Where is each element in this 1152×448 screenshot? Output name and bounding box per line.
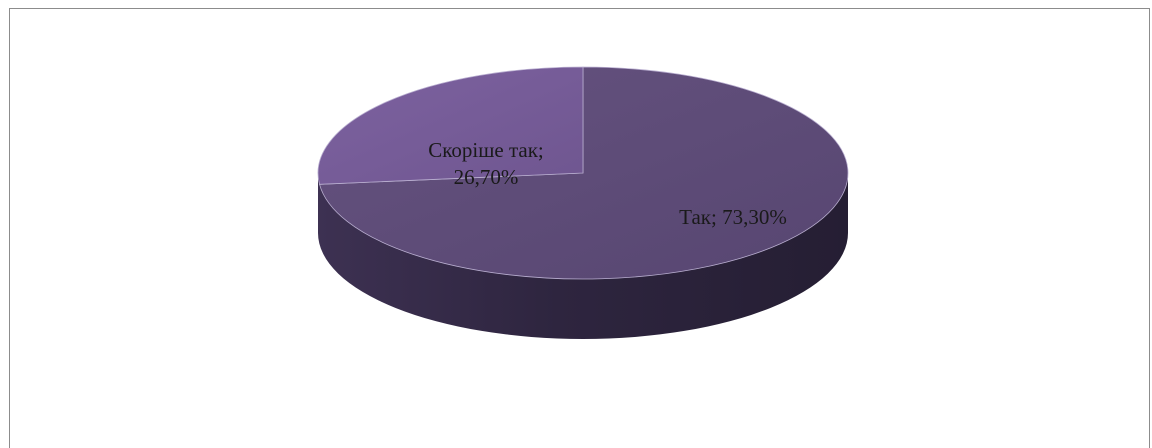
pie-side-wall	[318, 173, 848, 339]
data-label-skorishe-tak-line1: Скоріше так;	[428, 138, 544, 162]
data-label-skorishe-tak-line2: 26,70%	[454, 165, 519, 189]
data-label-tak: Так; 73,30%	[679, 205, 787, 229]
pie-slice-tak	[318, 66, 849, 280]
pie-slice-skorishe-tak	[317, 66, 584, 185]
